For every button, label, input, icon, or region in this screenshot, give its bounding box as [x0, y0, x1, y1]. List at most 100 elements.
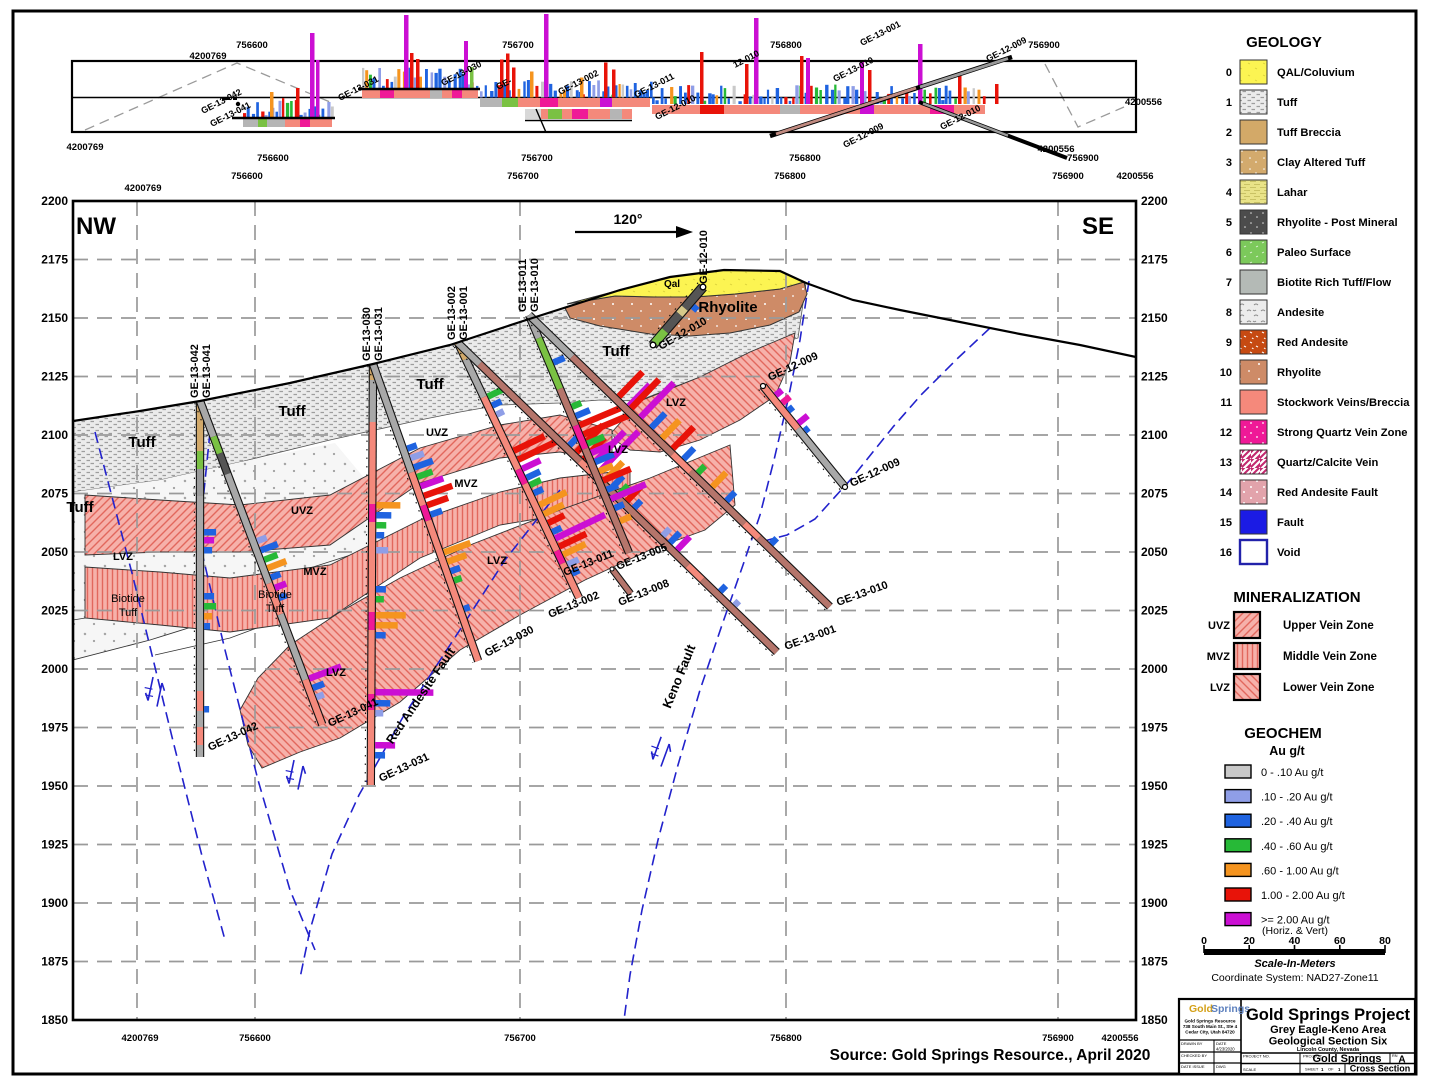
svg-text:756800: 756800 [774, 171, 806, 182]
svg-text:Middle Vein Zone: Middle Vein Zone [1283, 651, 1377, 663]
svg-text:756800: 756800 [789, 153, 821, 164]
svg-text:Source: Gold Springs Resource: Source: Gold Springs Resource., April 20… [830, 1047, 1151, 1064]
svg-text:13: 13 [1220, 457, 1232, 469]
svg-text:60: 60 [1334, 935, 1346, 947]
svg-text:2000: 2000 [1141, 662, 1168, 676]
svg-text:2100: 2100 [1141, 428, 1168, 442]
svg-text:MVZ: MVZ [303, 566, 327, 578]
svg-text:MVZ: MVZ [454, 478, 478, 490]
svg-text:SE: SE [1082, 213, 1114, 240]
svg-text:UVZ: UVZ [426, 427, 448, 439]
svg-text:4200769: 4200769 [125, 183, 162, 194]
svg-text:15: 15 [1220, 517, 1232, 529]
svg-text:756600: 756600 [257, 153, 289, 164]
svg-text:MVZ: MVZ [1207, 651, 1231, 663]
svg-text:Tuff: Tuff [266, 603, 285, 615]
svg-text:(Horiz. & Vert): (Horiz. & Vert) [1262, 925, 1328, 937]
svg-text:2100: 2100 [41, 428, 68, 442]
svg-text:1950: 1950 [1141, 779, 1168, 793]
svg-text:Tuff: Tuff [1277, 97, 1298, 109]
svg-text:10: 10 [1220, 367, 1232, 379]
svg-text:UVZ: UVZ [1208, 620, 1230, 632]
svg-text:2025: 2025 [1141, 604, 1168, 618]
svg-text:DRAWN BY: DRAWN BY [1181, 1041, 1203, 1046]
svg-text:756600: 756600 [231, 171, 263, 182]
svg-text:Cedar City, Utah 84720: Cedar City, Utah 84720 [1185, 1030, 1235, 1035]
svg-text:756900: 756900 [1052, 171, 1084, 182]
svg-text:1900: 1900 [41, 896, 68, 910]
svg-text:2: 2 [1226, 127, 1232, 139]
svg-text:GE-13-031: GE-13-031 [373, 307, 385, 361]
svg-text:3: 3 [1226, 157, 1232, 169]
svg-text:1975: 1975 [1141, 721, 1168, 735]
svg-text:16: 16 [1220, 547, 1232, 559]
svg-text:756800: 756800 [770, 1033, 802, 1044]
svg-text:8: 8 [1226, 307, 1232, 319]
svg-text:LVZ: LVZ [1210, 682, 1230, 694]
svg-text:GE-13-042: GE-13-042 [189, 344, 201, 398]
svg-text:Quartz/Calcite Vein: Quartz/Calcite Vein [1277, 457, 1379, 469]
svg-text:2175: 2175 [1141, 253, 1168, 267]
svg-text:1875: 1875 [1141, 955, 1168, 969]
svg-text:MINERALIZATION: MINERALIZATION [1233, 589, 1360, 606]
svg-text:Rhyolite: Rhyolite [698, 299, 757, 316]
svg-text:DATE ISSUE: DATE ISSUE [1181, 1064, 1205, 1069]
svg-text:2200: 2200 [41, 194, 68, 208]
svg-text:GE-13-041: GE-13-041 [201, 344, 213, 398]
svg-text:2150: 2150 [1141, 311, 1168, 325]
svg-text:Biotite Rich Tuff/Flow: Biotite Rich Tuff/Flow [1277, 277, 1391, 289]
svg-text:Tuff: Tuff [278, 403, 306, 420]
svg-text:Andesite: Andesite [1277, 307, 1324, 319]
svg-text:GE-13-001: GE-13-001 [458, 286, 470, 340]
svg-text:1925: 1925 [41, 838, 68, 852]
svg-text:1925: 1925 [1141, 838, 1168, 852]
svg-text:6: 6 [1226, 247, 1232, 259]
svg-text:PROJECT NO.: PROJECT NO. [1243, 1054, 1270, 1059]
svg-text:UVZ: UVZ [291, 505, 313, 517]
svg-text:Lahar: Lahar [1277, 187, 1308, 199]
svg-text:.20 - .40 Au g/t: .20 - .40 Au g/t [1261, 816, 1333, 828]
svg-text:.40 - .60 Au g/t: .40 - .60 Au g/t [1261, 841, 1333, 853]
svg-text:Strong Quartz Vein Zone: Strong Quartz Vein Zone [1277, 427, 1408, 439]
svg-text:4200769: 4200769 [122, 1033, 159, 1044]
svg-text:Rhyolite - Post Mineral: Rhyolite - Post Mineral [1277, 217, 1398, 229]
svg-text:2125: 2125 [41, 370, 68, 384]
svg-text:PROJECT:: PROJECT: [1303, 1054, 1322, 1059]
svg-text:Gold Springs: Gold Springs [1312, 1053, 1381, 1065]
svg-text:Tuff: Tuff [602, 343, 630, 360]
svg-text:4200556: 4200556 [1038, 144, 1075, 155]
svg-text:1950: 1950 [41, 779, 68, 793]
svg-text:GEOCHEM: GEOCHEM [1244, 725, 1322, 742]
svg-text:14: 14 [1220, 487, 1233, 499]
svg-text:Lower Vein Zone: Lower Vein Zone [1283, 682, 1374, 694]
svg-text:QAL/Coluvium: QAL/Coluvium [1277, 67, 1355, 79]
svg-text:Qal: Qal [664, 279, 680, 290]
svg-text:CHECKED BY: CHECKED BY [1181, 1053, 1207, 1058]
svg-text:Rhyolite: Rhyolite [1277, 367, 1321, 379]
svg-text:Void: Void [1277, 547, 1301, 559]
svg-text:1875: 1875 [41, 955, 68, 969]
svg-text:7: 7 [1226, 277, 1232, 289]
svg-text:756900: 756900 [1067, 153, 1099, 164]
svg-text:2125: 2125 [1141, 370, 1168, 384]
svg-text:4200556: 4200556 [1117, 171, 1154, 182]
svg-text:NW: NW [76, 213, 116, 240]
svg-text:LVZ: LVZ [487, 555, 507, 567]
svg-text:Stockwork Veins/Breccia: Stockwork Veins/Breccia [1277, 397, 1410, 409]
svg-text:756700: 756700 [507, 171, 539, 182]
svg-text:Gold Springs Resource: Gold Springs Resource [1184, 1019, 1235, 1024]
svg-text:756700: 756700 [504, 1033, 536, 1044]
svg-text:2025: 2025 [41, 604, 68, 618]
svg-text:Au g/t: Au g/t [1269, 744, 1305, 758]
svg-text:Grey Eagle-Keno Area: Grey Eagle-Keno Area [1270, 1024, 1387, 1036]
svg-text:Gold: Gold [1189, 1003, 1213, 1015]
svg-text:4200556: 4200556 [1102, 1033, 1139, 1044]
svg-text:LVZ: LVZ [113, 551, 133, 563]
svg-text:756800: 756800 [770, 40, 802, 51]
svg-text:SHEET: SHEET [1305, 1067, 1319, 1072]
svg-text:2000: 2000 [41, 662, 68, 676]
svg-text:GE-13-030: GE-13-030 [361, 307, 373, 361]
svg-text:Lincoln County, Nevada: Lincoln County, Nevada [1297, 1047, 1360, 1053]
svg-text:2150: 2150 [41, 311, 68, 325]
svg-text:120°: 120° [614, 211, 643, 227]
